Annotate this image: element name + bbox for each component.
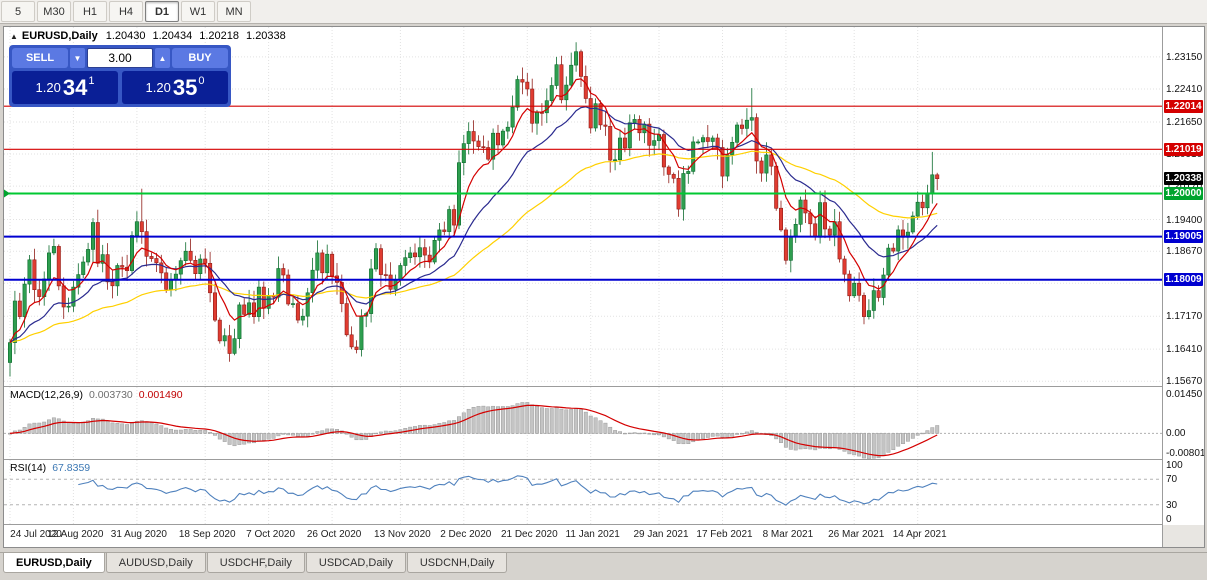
one-click-trading-panel: SELL ▼ ▲ BUY 1.20 34 1 1.20 35 0 bbox=[9, 45, 231, 107]
price-badge: 1.20338 bbox=[1164, 172, 1203, 186]
buy-price-big: 35 bbox=[172, 74, 198, 100]
macd-signal-line bbox=[9, 404, 938, 457]
macd-header: MACD(12,26,9) 0.003730 0.001490 bbox=[10, 389, 183, 401]
rsi-indicator-pane[interactable]: RSI(14) 67.8359 bbox=[4, 460, 1162, 525]
price-tick: 1.19400 bbox=[1166, 214, 1203, 226]
price-tick: 1.15670 bbox=[1166, 376, 1203, 388]
chart-window: ▲ EURUSD,Daily 1.20430 1.20434 1.20218 1.2033… bbox=[3, 26, 1205, 548]
macd-tick: 0.00 bbox=[1166, 428, 1186, 440]
symbol-tab-usdcad-daily[interactable]: USDCAD,Daily bbox=[305, 553, 406, 573]
timeframe-button-h4[interactable]: H4 bbox=[109, 1, 143, 22]
ohlc-high: 1.20434 bbox=[152, 30, 193, 42]
macd-chart bbox=[4, 387, 1162, 459]
date-label: 21 Dec 2020 bbox=[500, 529, 558, 540]
date-label: 31 Aug 2020 bbox=[110, 529, 167, 540]
buy-price-prefix: 1.20 bbox=[145, 80, 171, 95]
date-label: 13 Nov 2020 bbox=[374, 529, 431, 540]
price-tick: 1.22410 bbox=[1166, 84, 1203, 95]
date-label: 7 Oct 2020 bbox=[246, 529, 296, 540]
ma-lines bbox=[9, 78, 938, 344]
date-label: 2 Dec 2020 bbox=[440, 529, 492, 540]
timeframe-button-5[interactable]: 5 bbox=[1, 1, 35, 22]
candles bbox=[8, 42, 940, 377]
price-tick: 1.21650 bbox=[1166, 117, 1203, 128]
chart-ohlc-header: ▲ EURUSD,Daily 1.20430 1.20434 1.20218 1.2033… bbox=[10, 30, 293, 42]
symbol-tab-eurusd-daily[interactable]: EURUSD,Daily bbox=[3, 553, 105, 573]
symbol-title: EURUSD,Daily bbox=[21, 30, 98, 42]
grid bbox=[4, 460, 1162, 524]
macd-label: MACD(12,26,9) bbox=[10, 389, 83, 401]
rsi-chart bbox=[4, 460, 1162, 524]
rsi-line bbox=[78, 475, 938, 506]
volume-down-icon[interactable]: ▼ bbox=[70, 48, 85, 68]
horizontal-levels bbox=[4, 105, 1162, 281]
macd-tick: -0.00801 bbox=[1166, 448, 1205, 459]
price-badge: 1.20000 bbox=[1164, 187, 1203, 200]
rsi-value: 67.8359 bbox=[52, 462, 91, 474]
price-axis[interactable]: 1.231501.224101.216501.209101.201701.194… bbox=[1162, 27, 1204, 525]
symbol-tab-bar: EURUSD,Daily AUDUSD,Daily USDCHF,Daily USDC… bbox=[0, 552, 1207, 580]
ohlc-low: 1.20218 bbox=[199, 30, 240, 42]
timeframe-button-w1[interactable]: W1 bbox=[181, 1, 215, 22]
rsi-label: RSI(14) bbox=[10, 462, 47, 474]
sell-button[interactable]: SELL bbox=[12, 48, 68, 68]
date-label: 26 Mar 2021 bbox=[828, 529, 885, 540]
timeframe-toolbar: 5 M30 H1 H4 D1 W1 MN bbox=[0, 0, 1207, 24]
sell-price-pip: 1 bbox=[88, 74, 95, 87]
macd-main-value: 0.003730 bbox=[88, 389, 133, 401]
price-tick: 1.23150 bbox=[1166, 51, 1203, 63]
rsi-tick: 0 bbox=[1166, 514, 1172, 525]
macd-tick: 0.01450 bbox=[1166, 389, 1203, 400]
timeframe-button-h1[interactable]: H1 bbox=[73, 1, 107, 22]
volume-up-icon[interactable]: ▲ bbox=[155, 48, 170, 68]
ohlc-close: 1.20338 bbox=[246, 30, 286, 42]
sell-price-display[interactable]: 1.20 34 1 bbox=[12, 71, 118, 104]
one-click-collapse-icon[interactable]: ▲ bbox=[10, 32, 18, 41]
buy-price-display[interactable]: 1.20 35 0 bbox=[122, 71, 228, 104]
date-label: 26 Oct 2020 bbox=[306, 529, 362, 540]
date-axis[interactable]: 24 Jul 2020 12 Aug 2020 31 Aug 2020 18 Sep … bbox=[4, 525, 1162, 546]
macd-signal-value: 0.001490 bbox=[138, 389, 183, 401]
rsi-header: RSI(14) 67.8359 bbox=[10, 462, 90, 474]
date-label: 8 Mar 2021 bbox=[762, 529, 814, 540]
symbol-tab-audusd-daily[interactable]: AUDUSD,Daily bbox=[105, 553, 206, 573]
rsi-tick: 100 bbox=[1166, 460, 1183, 471]
main-chart-pane[interactable]: ▲ EURUSD,Daily 1.20430 1.20434 1.20218 1.2033… bbox=[4, 27, 1162, 387]
rsi-tick: 70 bbox=[1166, 474, 1178, 486]
price-badge: 1.19005 bbox=[1164, 230, 1203, 244]
date-label: 14 Apr 2021 bbox=[892, 529, 947, 540]
price-tick: 1.18670 bbox=[1166, 246, 1203, 258]
macd-histogram bbox=[8, 402, 940, 459]
macd-indicator-pane[interactable]: MACD(12,26,9) 0.003730 0.001490 bbox=[4, 387, 1162, 460]
candlestick-chart[interactable] bbox=[4, 27, 1162, 386]
price-tick: 1.17170 bbox=[1166, 311, 1203, 323]
sell-price-big: 34 bbox=[62, 74, 88, 100]
price-tick: 1.20170 bbox=[1166, 181, 1202, 192]
date-label: 24 Jul 2020 bbox=[10, 529, 62, 540]
volume-field[interactable] bbox=[87, 48, 153, 68]
grid bbox=[4, 27, 1162, 386]
date-label: 12 Aug 2020 bbox=[47, 529, 104, 540]
timeframe-button-mn[interactable]: MN bbox=[217, 1, 251, 22]
rsi-tick: 30 bbox=[1166, 499, 1178, 511]
price-badge: 1.21019 bbox=[1164, 142, 1203, 156]
date-label: 17 Feb 2021 bbox=[696, 529, 753, 540]
date-label: 18 Sep 2020 bbox=[178, 529, 236, 540]
timeframe-button-m30[interactable]: M30 bbox=[37, 1, 71, 22]
symbol-tab-usdcnh-daily[interactable]: USDCNH,Daily bbox=[406, 553, 508, 573]
price-badge: 1.22014 bbox=[1164, 99, 1203, 113]
buy-button[interactable]: BUY bbox=[172, 48, 228, 68]
ohlc-open: 1.20430 bbox=[105, 30, 146, 42]
date-label: 29 Jan 2021 bbox=[633, 529, 689, 540]
price-badge: 1.18009 bbox=[1164, 273, 1203, 287]
sell-price-prefix: 1.20 bbox=[35, 80, 61, 95]
price-tick: 1.16410 bbox=[1166, 344, 1203, 356]
timeframe-button-d1[interactable]: D1 bbox=[145, 1, 179, 22]
axis-corner bbox=[1162, 525, 1204, 547]
symbol-tab-usdchf-daily[interactable]: USDCHF,Daily bbox=[206, 553, 305, 573]
date-label: 11 Jan 2021 bbox=[565, 529, 620, 540]
buy-price-pip: 0 bbox=[198, 74, 205, 87]
